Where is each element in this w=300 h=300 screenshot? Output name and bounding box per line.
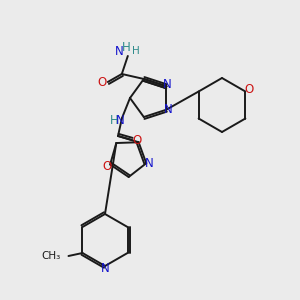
Text: O: O <box>245 83 254 96</box>
Text: H: H <box>132 46 140 56</box>
Text: N: N <box>164 103 172 116</box>
Text: O: O <box>103 160 112 173</box>
Text: N: N <box>163 78 172 91</box>
Text: N: N <box>114 46 123 59</box>
Text: N: N <box>100 262 109 275</box>
Text: N: N <box>145 157 154 170</box>
Text: O: O <box>97 76 106 89</box>
Text: H: H <box>122 41 130 55</box>
Text: O: O <box>132 134 142 146</box>
Text: CH₃: CH₃ <box>41 251 61 261</box>
Text: H: H <box>110 115 118 128</box>
Text: N: N <box>116 115 124 128</box>
